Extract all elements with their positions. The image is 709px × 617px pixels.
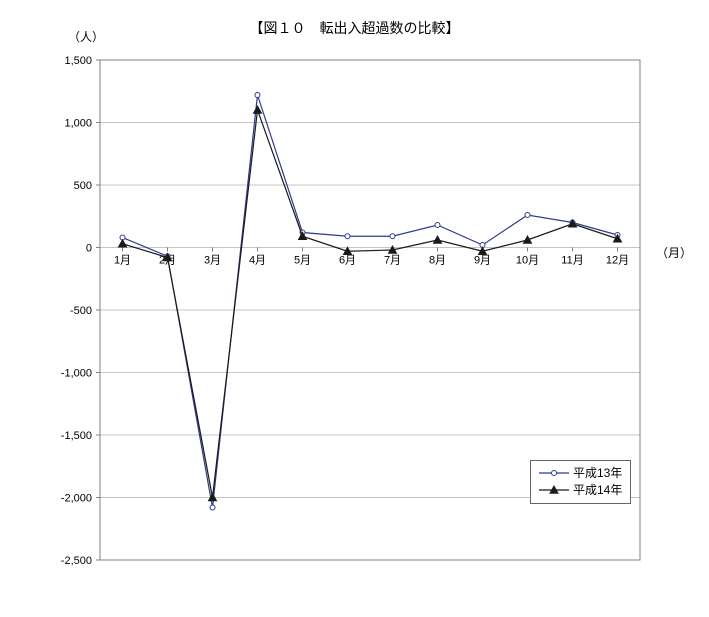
y-tick-label: 0 <box>86 243 92 255</box>
series-marker-circle <box>210 505 215 510</box>
y-tick-label: -1,500 <box>61 430 92 442</box>
x-tick-label: 3月 <box>204 255 221 267</box>
legend-label: 平成13年 <box>573 465 622 482</box>
y-tick-label: -500 <box>70 305 92 317</box>
y-tick-label: 500 <box>74 180 92 192</box>
x-tick-label: 5月 <box>294 255 311 267</box>
x-tick-label: 1月 <box>114 255 131 267</box>
legend-label: 平成14年 <box>573 482 622 499</box>
series-marker-circle <box>345 234 350 239</box>
x-tick-label: 8月 <box>429 255 446 267</box>
x-tick-label: 9月 <box>474 255 491 267</box>
y-tick-label: -2,000 <box>61 493 92 505</box>
y-tick-label: -1,000 <box>61 368 92 380</box>
x-tick-label: 12月 <box>606 255 629 267</box>
legend-marker-icon <box>539 467 569 479</box>
series-marker-circle <box>525 213 530 218</box>
series-marker-circle <box>390 234 395 239</box>
x-tick-label: 7月 <box>384 255 401 267</box>
line-chart: -2,500 -2,000 -1,500 -1,000 -500 0 500 1,000 1,5… <box>0 0 709 617</box>
x-tick-label: 10月 <box>516 255 539 267</box>
x-tick-label: 6月 <box>339 255 356 267</box>
y-tick-label: -2,500 <box>61 555 92 567</box>
legend-marker-icon <box>539 484 569 496</box>
y-tick-label: 1,000 <box>64 118 92 130</box>
legend-item: 平成13年 <box>539 465 622 482</box>
x-tick-label: 4月 <box>249 255 266 267</box>
x-tick-label: 11月 <box>561 255 583 267</box>
legend-item: 平成14年 <box>539 482 622 499</box>
chart-legend: 平成13年 平成14年 <box>530 460 631 504</box>
series-marker-circle <box>435 223 440 228</box>
series-marker-circle <box>255 93 260 98</box>
y-tick-label: 1,500 <box>64 55 92 67</box>
